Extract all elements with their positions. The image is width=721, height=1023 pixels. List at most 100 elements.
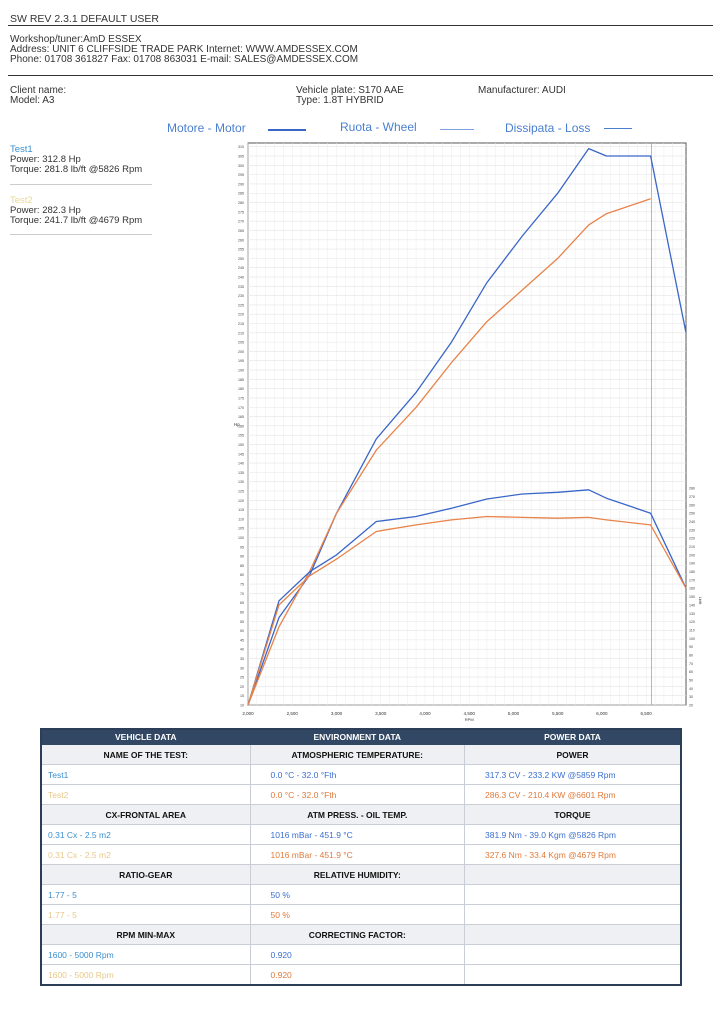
workshop-line: Workshop/tuner:AmD ESSEX	[10, 34, 142, 45]
table-cell: 327.6 Nm - 33.4 Kgm @4679 Rpm	[464, 844, 682, 865]
y-tick-label: 100	[238, 536, 244, 540]
table-header-row: VEHICLE DATA ENVIRONMENT DATA POWER DATA	[40, 728, 682, 745]
address-line: Address: UNIT 6 CLIFFSIDE TRADE PARK Int…	[10, 44, 358, 55]
table-section-label: CX-FRONTAL AREA	[40, 804, 251, 825]
table-row: 1600 - 5000 Rpm 0.920	[40, 944, 682, 965]
legend-motor-label: Motore - Motor	[167, 121, 246, 135]
y-axis-label: Hp	[234, 422, 240, 427]
y-tick-label: 275	[238, 210, 244, 214]
test2-torque: Torque: 241.7 lb/ft @4679 Rpm	[10, 215, 143, 226]
legend-wheel-line	[440, 129, 474, 130]
y-tick-label: 85	[240, 564, 244, 568]
y-tick-label: 120	[238, 499, 244, 503]
test1-summary: Test1 Power: 312.8 Hp Torque: 281.8 lb/f…	[10, 145, 152, 175]
version-line: SW REV 2.3.1 DEFAULT USER	[10, 13, 159, 25]
y2-tick-label: 60	[689, 670, 693, 674]
x-tick-label: 2,000	[242, 711, 254, 716]
x-tick-label: 6,500	[641, 711, 653, 716]
y-tick-label: 35	[240, 657, 244, 661]
vehicle-data-table: VEHICLE DATA ENVIRONMENT DATA POWER DATA NA…	[40, 728, 682, 986]
table-cell: 1.77 - 5	[40, 904, 251, 925]
y-tick-label: 80	[240, 573, 244, 577]
table-row: 0.31 Cx - 2.5 m2 1016 mBar - 451.9 °C 381.…	[40, 824, 682, 845]
table-section-label: TORQUE	[464, 804, 682, 825]
y-tick-label: 140	[238, 462, 244, 466]
table-header-cell: VEHICLE DATA	[40, 728, 251, 745]
manufacturer: Manufacturer: AUDI	[478, 85, 566, 96]
y2-tick-label: 100	[689, 637, 695, 641]
y-tick-label: 290	[238, 182, 244, 186]
y2-tick-label: 200	[689, 553, 695, 557]
table-cell: 1.77 - 5	[40, 884, 251, 905]
y2-tick-label: 240	[689, 520, 695, 524]
y2-tick-label: 180	[689, 570, 695, 574]
x-tick-label: 3,000	[331, 711, 343, 716]
y-tick-label: 125	[238, 489, 244, 493]
y2-tick-label: 220	[689, 537, 695, 541]
y2-tick-label: 160	[689, 587, 695, 591]
y-tick-label: 280	[238, 201, 244, 205]
table-cell: 0.31 Cx - 2.5 m2	[40, 824, 251, 845]
y-tick-label: 210	[238, 331, 244, 335]
y2-tick-label: 250	[689, 512, 695, 516]
client-name: Client name:	[10, 85, 67, 96]
x-tick-label: 2,500	[287, 711, 299, 716]
y2-tick-label: 280	[689, 487, 695, 491]
table-section-label-row: CX-FRONTAL AREA ATM PRESS. - OIL TEMP. TOR…	[40, 804, 682, 825]
table-section-label: RELATIVE HUMIDITY:	[249, 864, 466, 885]
y2-tick-label: 230	[689, 528, 695, 532]
y-tick-label: 75	[240, 583, 244, 587]
y-tick-label: 195	[238, 359, 244, 363]
y-tick-label: 270	[238, 220, 244, 224]
dyno-chart: 10 15 20 25 30 35 40 45 50 55 60 65 70 75 80 85 90 95 100 1…	[234, 142, 703, 722]
y-tick-label: 245	[238, 266, 244, 270]
y-tick-label: 285	[238, 192, 244, 196]
model: Model: A3	[10, 95, 55, 106]
table-cell: 0.31 Cx - 2.5 m2	[40, 844, 251, 865]
table-cell	[464, 964, 682, 986]
y-tick-label: 25	[240, 676, 244, 680]
y-tick-label: 310	[238, 145, 244, 149]
table-row: 1600 - 5000 Rpm 0.920	[40, 964, 682, 986]
y-tick-label: 295	[238, 173, 244, 177]
y2-tick-label: 170	[689, 578, 695, 582]
legend-wheel-label: Ruota - Wheel	[340, 120, 417, 134]
test2-name: Test2	[10, 195, 33, 206]
y2-tick-label: 80	[689, 653, 693, 657]
table-cell: 0.0 °C - 32.0 °Fth	[249, 764, 466, 785]
y-tick-label: 30	[240, 666, 244, 670]
test1-torque: Torque: 281.8 lb/ft @5826 Rpm	[10, 164, 143, 175]
y2-tick-label: 70	[689, 662, 693, 666]
series-line-1	[247, 147, 687, 706]
table-cell	[464, 884, 682, 905]
x-tick-label: 4,000	[419, 711, 431, 716]
table-section-label	[464, 924, 682, 945]
test1-name: Test1	[10, 144, 33, 155]
x-tick-label: 4,500	[464, 711, 476, 716]
y-tick-label: 90	[240, 555, 244, 559]
y-tick-label: 65	[240, 601, 244, 605]
y2-tick-label: 210	[689, 545, 695, 549]
y-tick-label: 230	[238, 294, 244, 298]
y-tick-label: 95	[240, 545, 244, 549]
y-tick-label: 240	[238, 275, 244, 279]
y-tick-label: 110	[238, 517, 244, 521]
table-cell: 0.920	[249, 964, 466, 986]
y-tick-label: 115	[238, 508, 244, 512]
table-section-label: POWER	[464, 744, 682, 765]
y2-axis-label: Lb/ft	[698, 597, 703, 606]
table-cell: 0.0 °C - 32.0 °Fth	[249, 784, 466, 805]
table-section-label: ATMOSPHERIC TEMPERATURE:	[249, 744, 466, 765]
legend-motor-line	[268, 129, 306, 131]
y-tick-label: 155	[238, 434, 244, 438]
y-tick-label: 20	[240, 685, 244, 689]
table-section-label: ATM PRESS. - OIL TEMP.	[249, 804, 466, 825]
y-tick-label: 60	[240, 610, 244, 614]
phone-line: Phone: 01708 361827 Fax: 01708 863031 E-…	[10, 54, 359, 65]
table-section-label	[464, 864, 682, 885]
y2-tick-label: 110	[689, 628, 695, 632]
table-cell: 381.9 Nm - 39.0 Kgm @5826 Rpm	[464, 824, 682, 845]
series-line-4	[247, 515, 687, 706]
table-row: 0.31 Cx - 2.5 m2 1016 mBar - 451.9 °C 327.…	[40, 844, 682, 865]
series-line-3	[247, 489, 687, 706]
